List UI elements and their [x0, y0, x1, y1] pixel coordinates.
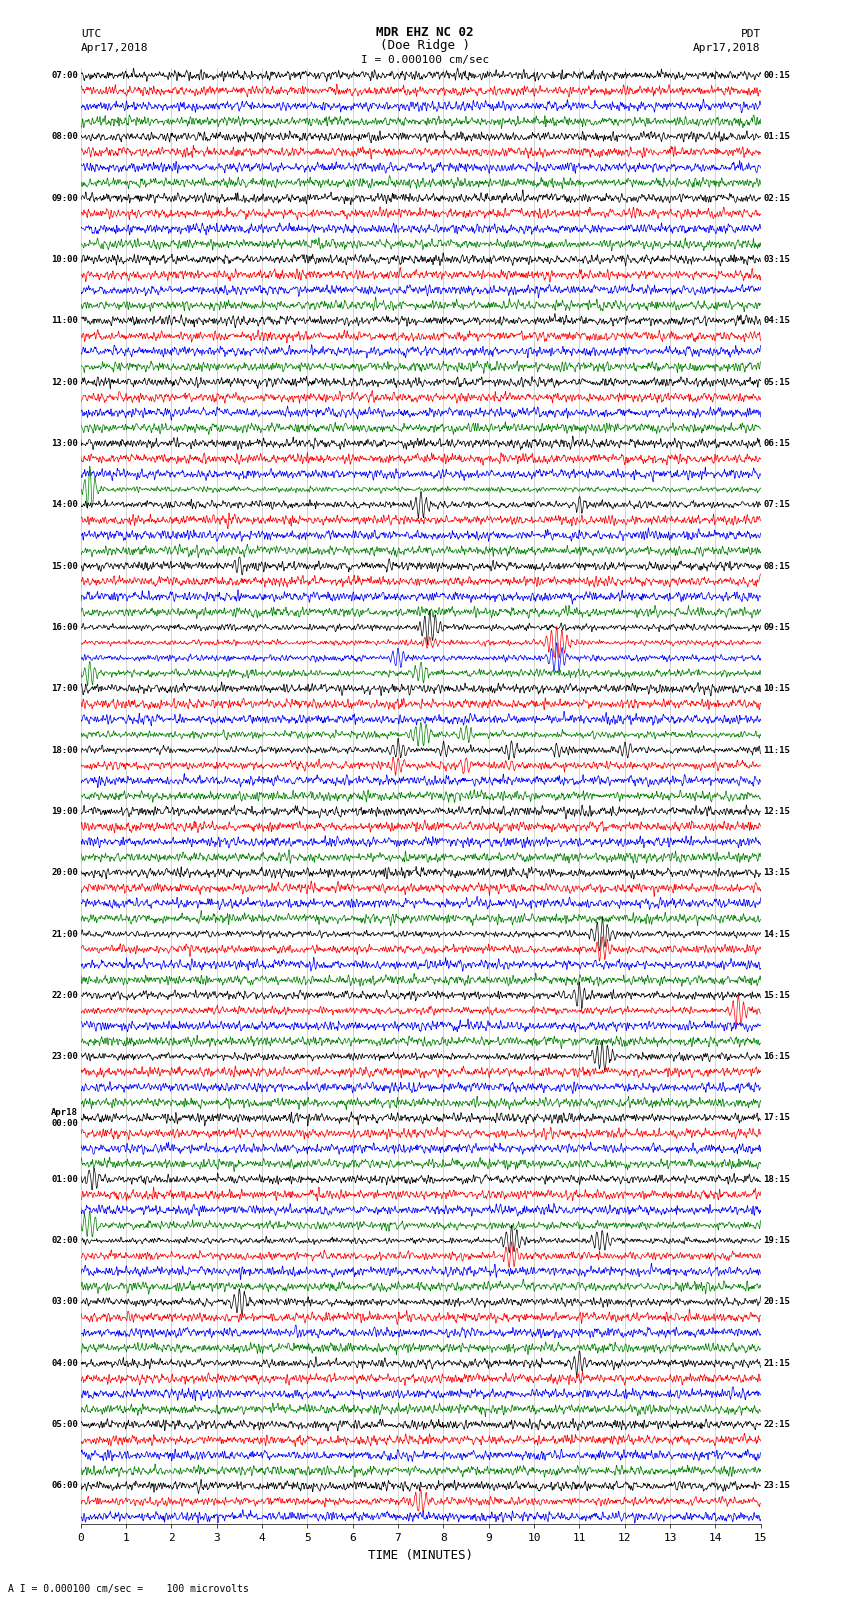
- Text: 21:00: 21:00: [51, 929, 78, 939]
- Text: 22:00: 22:00: [51, 990, 78, 1000]
- Text: PDT: PDT: [740, 29, 761, 39]
- Text: 23:15: 23:15: [763, 1481, 791, 1490]
- Text: 01:15: 01:15: [763, 132, 791, 142]
- Text: 20:00: 20:00: [51, 868, 78, 877]
- Text: 07:15: 07:15: [763, 500, 791, 510]
- Text: 18:00: 18:00: [51, 745, 78, 755]
- Text: 08:15: 08:15: [763, 561, 791, 571]
- Text: 15:00: 15:00: [51, 561, 78, 571]
- Text: 09:00: 09:00: [51, 194, 78, 203]
- Text: 17:15: 17:15: [763, 1113, 791, 1123]
- Text: 04:15: 04:15: [763, 316, 791, 326]
- Text: Apr17,2018: Apr17,2018: [694, 44, 761, 53]
- Text: 14:00: 14:00: [51, 500, 78, 510]
- Text: 03:15: 03:15: [763, 255, 791, 265]
- Text: 06:00: 06:00: [51, 1481, 78, 1490]
- Text: I = 0.000100 cm/sec: I = 0.000100 cm/sec: [361, 55, 489, 65]
- Text: 00:15: 00:15: [763, 71, 791, 81]
- Text: 17:00: 17:00: [51, 684, 78, 694]
- Text: 23:00: 23:00: [51, 1052, 78, 1061]
- Text: 02:00: 02:00: [51, 1236, 78, 1245]
- Text: 12:15: 12:15: [763, 806, 791, 816]
- Text: 01:00: 01:00: [51, 1174, 78, 1184]
- Text: 03:00: 03:00: [51, 1297, 78, 1307]
- Text: 20:15: 20:15: [763, 1297, 791, 1307]
- Text: 21:15: 21:15: [763, 1358, 791, 1368]
- Text: 06:15: 06:15: [763, 439, 791, 448]
- Text: 19:00: 19:00: [51, 806, 78, 816]
- Text: 05:00: 05:00: [51, 1419, 78, 1429]
- Text: 11:15: 11:15: [763, 745, 791, 755]
- Text: UTC: UTC: [81, 29, 101, 39]
- Text: 08:00: 08:00: [51, 132, 78, 142]
- Text: Apr17,2018: Apr17,2018: [81, 44, 148, 53]
- Text: 02:15: 02:15: [763, 194, 791, 203]
- Text: 18:15: 18:15: [763, 1174, 791, 1184]
- Text: 10:15: 10:15: [763, 684, 791, 694]
- Text: 13:00: 13:00: [51, 439, 78, 448]
- Text: A I = 0.000100 cm/sec =    100 microvolts: A I = 0.000100 cm/sec = 100 microvolts: [8, 1584, 249, 1594]
- Text: 13:15: 13:15: [763, 868, 791, 877]
- Text: 05:15: 05:15: [763, 377, 791, 387]
- Text: (Doe Ridge ): (Doe Ridge ): [380, 39, 470, 52]
- Text: 12:00: 12:00: [51, 377, 78, 387]
- Text: 10:00: 10:00: [51, 255, 78, 265]
- Text: 16:00: 16:00: [51, 623, 78, 632]
- Text: 11:00: 11:00: [51, 316, 78, 326]
- Text: Apr18
00:00: Apr18 00:00: [51, 1108, 78, 1127]
- Text: 15:15: 15:15: [763, 990, 791, 1000]
- Text: 09:15: 09:15: [763, 623, 791, 632]
- Text: 22:15: 22:15: [763, 1419, 791, 1429]
- Text: 16:15: 16:15: [763, 1052, 791, 1061]
- Text: 04:00: 04:00: [51, 1358, 78, 1368]
- Text: MDR EHZ NC 02: MDR EHZ NC 02: [377, 26, 473, 39]
- Text: 07:00: 07:00: [51, 71, 78, 81]
- X-axis label: TIME (MINUTES): TIME (MINUTES): [368, 1548, 473, 1561]
- Text: 19:15: 19:15: [763, 1236, 791, 1245]
- Text: 14:15: 14:15: [763, 929, 791, 939]
